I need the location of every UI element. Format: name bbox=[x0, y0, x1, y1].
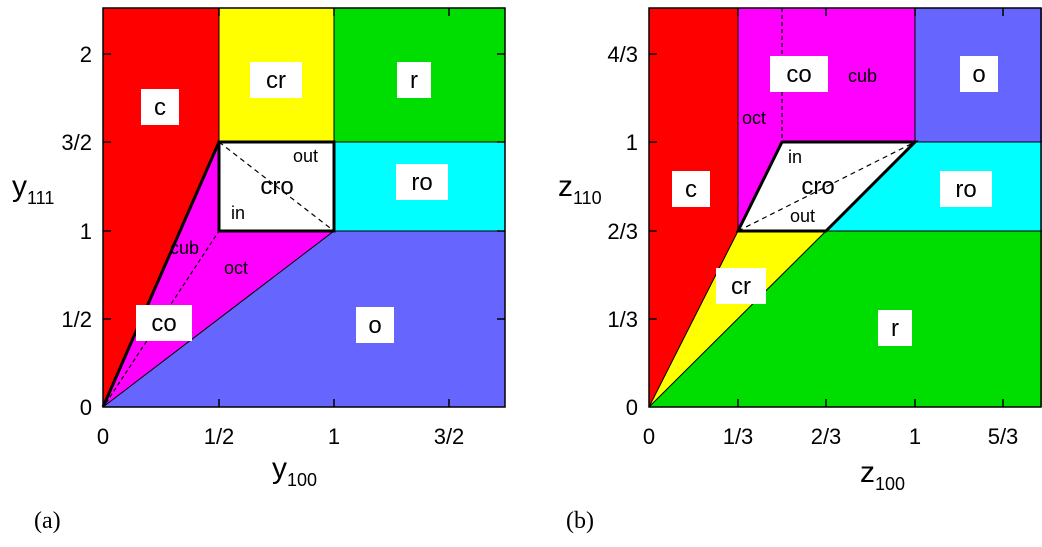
x-axis-label-a: y100 bbox=[272, 452, 317, 490]
y-tick-label: 3/2 bbox=[61, 130, 92, 155]
x-axis-label-main: y bbox=[272, 452, 287, 485]
ticks-b bbox=[649, 8, 1004, 407]
region-ro-b bbox=[826, 142, 1042, 231]
label-box bbox=[397, 62, 431, 98]
x-axis-label-main: z bbox=[860, 456, 875, 489]
boundary-line bbox=[648, 230, 739, 408]
cro-box-a bbox=[217, 140, 336, 233]
cro-diagonal-a bbox=[218, 141, 335, 232]
x-tick-label: 1/3 bbox=[723, 424, 754, 449]
label-box bbox=[940, 171, 992, 207]
boundary-line bbox=[102, 230, 335, 408]
region-label-cr: cr bbox=[731, 273, 751, 300]
label-cub: cub bbox=[848, 66, 877, 86]
cro-diagonal-b bbox=[737, 141, 916, 232]
y-tick-label: 2/3 bbox=[607, 219, 638, 244]
x-tick-label: 5/3 bbox=[988, 424, 1019, 449]
frame-b bbox=[648, 7, 1042, 408]
x-tick-label: 1 bbox=[328, 424, 340, 449]
label-oct: oct bbox=[224, 258, 248, 278]
region-label-co: co bbox=[151, 310, 176, 337]
panel-b: 0 1/3 2/3 1 5/3 0 1/3 2/3 1 4/3 z100 z11… bbox=[558, 7, 1042, 534]
region-label-o: o bbox=[368, 312, 381, 339]
label-box bbox=[878, 310, 912, 346]
y-tick-label: 0 bbox=[626, 395, 638, 420]
region-label-r: r bbox=[891, 315, 899, 342]
y-tick-label: 1 bbox=[80, 219, 92, 244]
label-box bbox=[672, 171, 710, 207]
label-box bbox=[250, 62, 302, 98]
region-label-c: c bbox=[154, 94, 166, 121]
x-tick-label: 0 bbox=[643, 424, 655, 449]
y-axis-label-b: z110 bbox=[558, 170, 602, 208]
label-cub: cub bbox=[170, 238, 199, 258]
label-box bbox=[770, 56, 828, 92]
y-tick-label: 1/2 bbox=[61, 307, 92, 332]
region-label-ro: ro bbox=[411, 169, 432, 196]
region-label-r: r bbox=[410, 67, 418, 94]
region-c-b bbox=[649, 8, 738, 407]
region-label-co: co bbox=[786, 61, 811, 88]
region-label-c: c bbox=[685, 176, 697, 203]
label-box bbox=[356, 307, 394, 343]
label-oct: oct bbox=[742, 108, 766, 128]
y-axis-label-a: y111 bbox=[12, 170, 54, 208]
x-tick-label: 1 bbox=[909, 424, 921, 449]
boundary-line bbox=[648, 230, 827, 408]
x-tick-label: 0 bbox=[97, 424, 109, 449]
label-out: out bbox=[790, 206, 815, 226]
y-tick-label: 1/3 bbox=[607, 307, 638, 332]
x-tick-label: 1/2 bbox=[204, 424, 235, 449]
y-axis-label-main: z bbox=[558, 170, 573, 203]
y-axis-label-sub: 111 bbox=[27, 188, 54, 208]
label-box bbox=[141, 89, 179, 125]
x-axis-label-b: z100 bbox=[860, 456, 905, 494]
y-tick-label: 1 bbox=[626, 130, 638, 155]
region-o-a bbox=[103, 231, 505, 407]
y-tick-label: 0 bbox=[80, 395, 92, 420]
y-axis-label-sub: 110 bbox=[573, 188, 602, 208]
y-axis-label-main: y bbox=[12, 170, 27, 203]
label-box bbox=[136, 305, 192, 341]
label-box bbox=[960, 56, 998, 92]
x-axis-label-sub: 100 bbox=[875, 474, 905, 494]
y-tick-label: 4/3 bbox=[607, 42, 638, 67]
region-label-o: o bbox=[972, 61, 985, 88]
x-tick-label: 3/2 bbox=[434, 424, 465, 449]
region-c-a bbox=[103, 8, 219, 407]
frame-a bbox=[102, 7, 506, 408]
cub-dashed-line bbox=[105, 230, 220, 404]
label-in: in bbox=[231, 203, 245, 223]
panel-a: 0 1/2 1 3/2 0 1/2 1 3/2 2 y100 y111 c cr… bbox=[12, 7, 506, 534]
ticks-a bbox=[103, 8, 505, 407]
region-label-cro: cro bbox=[260, 173, 293, 200]
region-label-cro: cro bbox=[801, 173, 834, 200]
label-out: out bbox=[293, 146, 318, 166]
label-box bbox=[396, 164, 448, 200]
panel-label-a: (a) bbox=[34, 508, 61, 534]
y-tick-label: 2 bbox=[80, 42, 92, 67]
boundary-thick bbox=[101, 141, 221, 408]
region-label-ro: ro bbox=[955, 176, 976, 203]
label-in: in bbox=[788, 147, 802, 167]
x-tick-label: 2/3 bbox=[811, 424, 842, 449]
label-box bbox=[716, 268, 766, 304]
x-axis-label-sub: 100 bbox=[287, 470, 317, 490]
region-label-cr: cr bbox=[266, 67, 286, 94]
panel-label-b: (b) bbox=[566, 508, 594, 534]
region-r-b bbox=[649, 231, 1042, 407]
